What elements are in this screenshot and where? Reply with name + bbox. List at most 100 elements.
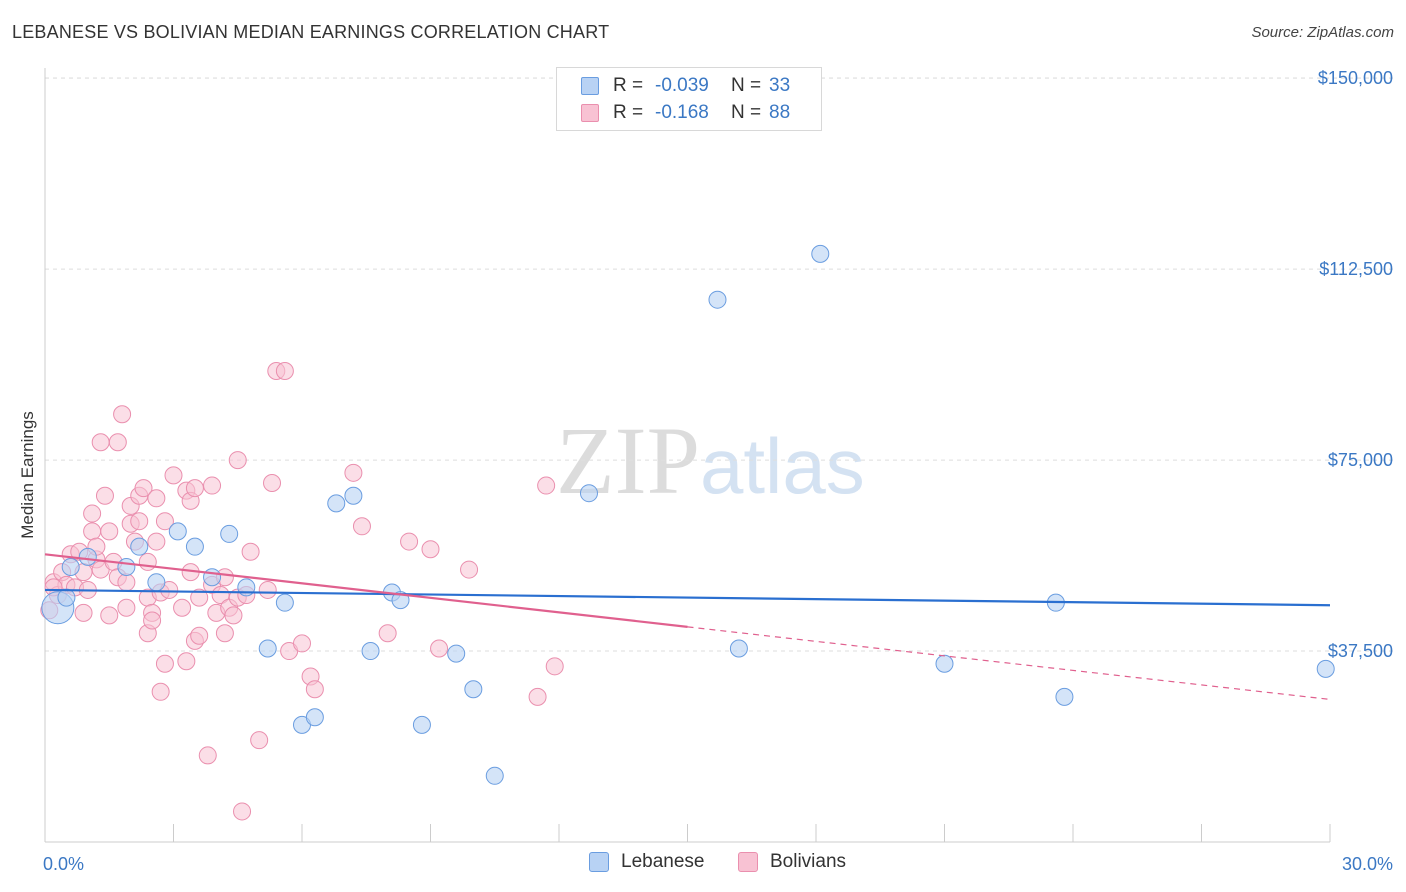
series-legend-lebanese[interactable]: Lebanese: [589, 851, 704, 873]
bolivian-point: [430, 639, 449, 658]
legend-n-value: 33: [769, 75, 791, 96]
bolivian-point: [258, 580, 277, 599]
x-tick-label-max: 30.0%: [1342, 854, 1393, 874]
watermark: ZIPatlas: [556, 405, 865, 516]
bolivian-point: [233, 802, 252, 821]
bolivians-points: [40, 361, 564, 821]
legend-r-value: -0.168: [655, 102, 709, 123]
lebanese-point: [344, 486, 363, 505]
y-tick-label: $37,500: [1328, 641, 1393, 661]
y-axis-title: Median Earnings: [18, 411, 37, 539]
lebanese-point: [708, 290, 727, 309]
lebanese-point: [1316, 659, 1335, 678]
lebanese-point: [412, 715, 431, 734]
lebanese-point: [57, 588, 76, 607]
bolivian-point: [130, 512, 149, 531]
axes: [44, 68, 1331, 843]
bolivian-point: [164, 466, 183, 485]
bolivian-point: [155, 654, 174, 673]
series-legend-bolivians[interactable]: Bolivians: [738, 851, 846, 873]
lebanese-point: [327, 494, 346, 513]
lebanese-point: [275, 593, 294, 612]
lebanese-point: [361, 642, 380, 661]
bolivian-point: [537, 476, 556, 495]
legend-n-label: N =: [731, 102, 762, 123]
bolivian-point: [545, 657, 564, 676]
bolivian-point: [421, 540, 440, 559]
legend-r-value: -0.039: [655, 75, 709, 96]
bolivian-point: [400, 532, 419, 551]
lebanese-point: [447, 644, 466, 663]
trend-lines: [44, 553, 1331, 701]
watermark-zip: ZIP: [556, 407, 700, 514]
lebanese-point: [185, 537, 204, 556]
x-tick-label-min: 0.0%: [43, 854, 84, 874]
lebanese-point: [117, 558, 136, 577]
bolivian-point: [215, 624, 234, 643]
bolivian-point: [344, 463, 363, 482]
bolivian-point: [155, 512, 174, 531]
axis-labels: $37,500 $75,000 $112,500 $150,000 0.0% 30.0% M…: [18, 68, 1393, 874]
bolivian-point: [228, 451, 247, 470]
lebanese-point: [579, 484, 598, 503]
bolivian-point: [293, 634, 311, 653]
bolivian-point: [305, 680, 324, 699]
y-tick-label: $150,000: [1318, 68, 1393, 88]
lebanese-point: [203, 568, 222, 587]
bolivian-point: [91, 433, 110, 452]
bolivian-point: [100, 522, 119, 541]
legend-row-lebanese: R = -0.039 N = 33: [581, 74, 790, 98]
bolivian-point: [117, 598, 136, 617]
bolivian-point: [211, 586, 230, 605]
bolivians-trend-extension: [687, 626, 1331, 701]
bolivian-point: [224, 606, 243, 625]
chart-source: Source: ZipAtlas.com: [1251, 24, 1394, 41]
bolivian-point: [173, 598, 192, 617]
y-tick-label: $75,000: [1328, 450, 1393, 470]
series-legend: Lebanese Bolivians: [0, 851, 1406, 877]
bolivian-point: [190, 588, 209, 607]
lebanese-point: [147, 573, 166, 592]
legend-n-label: N =: [731, 75, 762, 96]
bolivian-point: [113, 405, 132, 424]
bolivian-point: [378, 624, 397, 643]
lebanese-trend-line: [44, 588, 1331, 607]
bolivian-point: [117, 573, 136, 592]
lebanese-swatch: [581, 77, 599, 95]
bolivian-point: [250, 731, 269, 750]
lebanese-point: [61, 558, 80, 577]
series-legend-label: Lebanese: [621, 851, 705, 872]
bolivian-point: [198, 746, 217, 765]
gridlines: [45, 77, 1395, 652]
bolivian-point: [143, 611, 162, 630]
lebanese-point: [130, 537, 149, 556]
bolivian-point: [83, 504, 102, 523]
lebanese-point: [935, 654, 954, 673]
bolivian-point: [185, 479, 204, 498]
bolivian-point: [528, 687, 547, 706]
lebanese-point: [1055, 687, 1074, 706]
y-tick-label: $112,500: [1319, 259, 1393, 279]
lebanese-point: [168, 522, 187, 541]
bolivians-trend-line: [44, 553, 688, 628]
bolivian-point: [460, 560, 479, 579]
bolivian-point: [138, 552, 157, 571]
bolivian-point: [100, 606, 119, 625]
bolivian-point: [134, 479, 153, 498]
bolivian-point: [177, 652, 196, 671]
series-legend-label: Bolivians: [770, 851, 847, 872]
lebanese-swatch: [589, 852, 609, 872]
bolivian-point: [352, 517, 371, 536]
legend-row-bolivians: R = -0.168 N = 88: [581, 101, 790, 125]
bolivian-point: [241, 542, 260, 561]
bolivian-point: [263, 474, 282, 493]
bolivian-point: [108, 433, 127, 452]
legend-n-value: 88: [769, 102, 791, 123]
bolivians-swatch: [581, 104, 599, 122]
bolivians-swatch: [738, 852, 758, 872]
bolivian-point: [95, 486, 114, 505]
lebanese-point: [305, 708, 324, 727]
bolivian-point: [147, 532, 166, 551]
